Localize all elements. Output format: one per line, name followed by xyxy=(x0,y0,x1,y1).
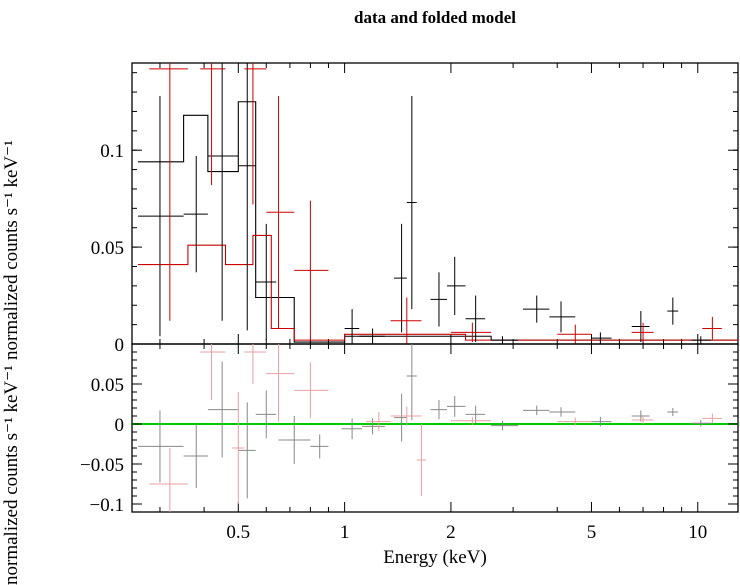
top-ticks xyxy=(132,63,738,345)
data-point-red xyxy=(557,324,592,344)
top-plot-frame xyxy=(131,62,739,345)
data-point-res_red xyxy=(631,416,654,424)
data-point-res_black xyxy=(667,408,679,416)
data-point-black xyxy=(183,156,208,273)
data-point-black xyxy=(631,311,650,343)
data-point-red xyxy=(149,63,188,321)
data-point-black xyxy=(549,301,576,333)
data-point-black xyxy=(344,309,360,344)
y-tick-label: 0.05 xyxy=(91,238,124,259)
data-point-res_red xyxy=(294,362,329,419)
data-point-black xyxy=(591,332,612,344)
data-point-res_black xyxy=(491,420,519,431)
data-point-res_black xyxy=(406,344,417,420)
model-step-black xyxy=(138,101,738,343)
data-point-red xyxy=(702,316,722,341)
data-point-res_black xyxy=(255,390,277,439)
data-point-res_red xyxy=(149,448,188,512)
data-point-red xyxy=(200,63,226,186)
x-tick-label: 10 xyxy=(688,522,707,543)
data-point-red xyxy=(294,200,329,341)
data-point-res_black xyxy=(691,420,711,427)
data-point-res_red xyxy=(200,344,226,400)
data-point-res_black xyxy=(549,407,576,417)
x-axis-label: Energy (keV) xyxy=(383,547,487,568)
data-point-res_red xyxy=(416,424,426,496)
y-tick-label: −0.1 xyxy=(90,495,124,516)
data-point-res_black xyxy=(138,410,184,483)
data-point-res_black xyxy=(207,361,239,458)
data-point-black xyxy=(255,223,277,341)
x-tick-label: 2 xyxy=(446,522,456,543)
data-point-res_black xyxy=(394,393,407,442)
data-point-black xyxy=(667,297,679,325)
data-point-black xyxy=(691,336,711,344)
data-point-black xyxy=(207,63,239,321)
bottom-plot-frame xyxy=(131,343,739,513)
data-point-res_red xyxy=(557,417,592,426)
data-point-red xyxy=(631,322,654,343)
residual-points xyxy=(138,344,722,512)
tick-labels: 0.5 1 2 5 10 0 0.05 0.1 −0.1 −0.05 0 0.05 xyxy=(80,141,707,543)
data-point-res_black xyxy=(183,424,208,488)
bottom-ticks xyxy=(132,343,738,512)
data-point-red xyxy=(390,297,422,344)
bottom-panel xyxy=(131,343,739,513)
y-tick-label: 0 xyxy=(115,335,125,356)
y-tick-label: 0.05 xyxy=(91,375,124,396)
top-model-steps xyxy=(138,101,738,343)
data-point-black xyxy=(465,295,486,343)
data-point-res_black xyxy=(523,405,550,416)
data-point-res_black xyxy=(310,434,329,459)
data-point-res_black xyxy=(430,400,448,420)
data-point-res_red xyxy=(450,416,492,425)
top-panel xyxy=(131,62,739,345)
data-point-black xyxy=(406,95,417,310)
data-point-black xyxy=(430,272,448,327)
data-point-res_red xyxy=(266,344,295,422)
data-point-black xyxy=(359,328,385,344)
model-step-red xyxy=(138,234,738,341)
data-point-res_black xyxy=(447,396,466,417)
data-point-res_red xyxy=(702,413,722,424)
y-tick-label: 0.1 xyxy=(100,141,124,162)
top-data-points xyxy=(138,63,722,344)
data-point-res_black xyxy=(238,402,256,499)
data-point-red xyxy=(244,63,267,205)
data-point-black xyxy=(447,256,466,315)
data-point-black xyxy=(491,336,519,344)
y-axis-label-bottom: normalized counts s⁻¹ keV⁻¹ xyxy=(1,365,22,585)
data-point-black xyxy=(138,95,184,337)
y-tick-label: −0.05 xyxy=(80,455,124,476)
x-tick-label: 1 xyxy=(340,522,350,543)
y-tick-label: 0 xyxy=(115,415,125,436)
data-point-red xyxy=(450,322,492,343)
data-point-res_red xyxy=(244,344,267,384)
x-tick-label: 5 xyxy=(587,522,597,543)
data-point-res_black xyxy=(341,418,362,440)
x-tick-label: 0.5 xyxy=(226,522,250,543)
data-point-red xyxy=(266,95,295,329)
y-axis-label-top: normalized counts s⁻¹ keV⁻¹ xyxy=(1,140,22,360)
data-point-res_black xyxy=(278,416,311,464)
data-point-res_red xyxy=(232,392,245,504)
data-point-black xyxy=(394,223,407,333)
data-point-res_red xyxy=(366,412,391,432)
data-point-res_black xyxy=(591,416,612,427)
data-point-res_red xyxy=(390,406,422,426)
data-point-black xyxy=(523,295,550,323)
data-point-res_black xyxy=(361,418,385,435)
chart-title: data and folded model xyxy=(354,8,516,27)
data-point-res_black xyxy=(465,405,486,424)
